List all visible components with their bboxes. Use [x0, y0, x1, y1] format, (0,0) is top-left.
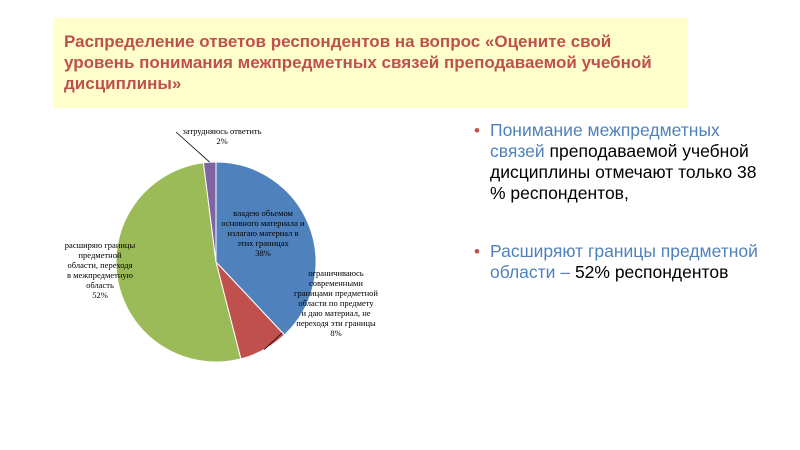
- slide-title: Распределение ответов респондентов на во…: [64, 32, 652, 93]
- bullet-item-52: Расширяют границы предметной области – 5…: [474, 241, 774, 283]
- bullet-lead: Расширяют границы предметной области –: [490, 241, 758, 282]
- bullet-list: Понимание межпредметных связей преподава…: [474, 120, 774, 320]
- slice-label-limit-boundaries: ограничиваюсь современными границами предм…: [294, 268, 378, 338]
- slice-label-expand-boundaries: расширяю границы предметной области, перех…: [65, 240, 136, 300]
- bullet-lead: Понимание межпредметных связей: [490, 120, 720, 161]
- leader-line-hard-to-answer: [175, 131, 210, 163]
- slice-label-own-material: владею объемом основного материала и излаг…: [221, 208, 305, 258]
- title-box: Распределение ответов респондентов на во…: [54, 18, 688, 108]
- slice-label-hard-to-answer: затрудняюсь ответить 2%: [183, 126, 262, 146]
- bullet-rest: 52% респондентов: [574, 262, 729, 282]
- bullet-rest: преподаваемой учебной дисциплины отмечаю…: [490, 141, 757, 203]
- pie-slice-hard-to-answer: [202, 161, 217, 263]
- leader-line-limit-boundaries: [263, 332, 283, 350]
- pie-chart-svg: владею объемом основного материала и излаг…: [65, 126, 378, 363]
- pie-chart: владею объемом основного материала и излаг…: [50, 120, 410, 390]
- pie-slice-own-material: [215, 161, 317, 336]
- bullet-item-38: Понимание межпредметных связей преподава…: [474, 120, 774, 204]
